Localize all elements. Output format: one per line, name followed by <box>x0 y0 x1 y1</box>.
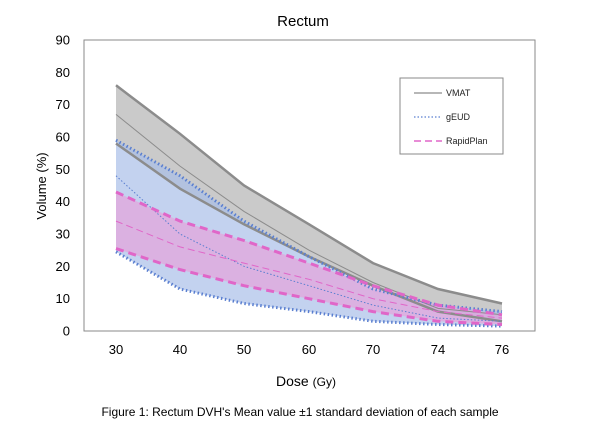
x-axis-ticks: 30 40 50 60 70 74 76 <box>109 342 509 357</box>
x-tick-label: 70 <box>366 342 380 357</box>
x-axis-title: Dose (Gy) <box>276 373 336 389</box>
line-geud-lower <box>115 250 503 328</box>
y-tick-label: 40 <box>56 194 70 209</box>
x-tick-label: 50 <box>237 342 251 357</box>
y-axis-ticks: 0 10 20 30 40 50 60 70 80 90 <box>56 33 70 339</box>
band-vmat <box>116 85 502 322</box>
x-axis-title-main: Dose <box>276 373 309 389</box>
y-tick-label: 60 <box>56 130 70 145</box>
legend-label-vmat: VMAT <box>446 88 471 98</box>
y-tick-label: 50 <box>56 162 70 177</box>
y-tick-label: 80 <box>56 65 70 80</box>
y-tick-label: 70 <box>56 97 70 112</box>
legend-label-rapidplan: RapidPlan <box>446 136 488 146</box>
x-tick-label: 40 <box>173 342 187 357</box>
y-axis-title: Volume (%) <box>34 152 49 219</box>
y-tick-label: 90 <box>56 33 70 48</box>
x-tick-label: 30 <box>109 342 123 357</box>
y-tick-label: 10 <box>56 291 70 306</box>
chart-title: Rectum <box>277 13 329 30</box>
y-tick-label: 20 <box>56 259 70 274</box>
line-rapidplan-mean <box>115 220 503 319</box>
y-tick-label: 0 <box>63 324 70 339</box>
x-tick-label: 74 <box>431 342 445 357</box>
line-vmat-mean <box>115 114 503 316</box>
x-axis-title-unit: (Gy) <box>313 375 336 389</box>
line-rapidplan-upper <box>115 190 503 317</box>
line-rapidplan-lower <box>115 247 503 326</box>
y-tick-label: 30 <box>56 227 70 242</box>
figure-caption: Figure 1: Rectum DVH's Mean value ±1 sta… <box>101 405 498 419</box>
line-vmat-upper <box>115 84 503 305</box>
x-tick-label: 76 <box>495 342 509 357</box>
series-lines <box>115 84 503 328</box>
x-tick-label: 60 <box>302 342 316 357</box>
legend-label-geud: gEUD <box>446 112 471 122</box>
band-geud <box>116 140 502 327</box>
legend: VMAT gEUD RapidPlan <box>399 77 504 155</box>
